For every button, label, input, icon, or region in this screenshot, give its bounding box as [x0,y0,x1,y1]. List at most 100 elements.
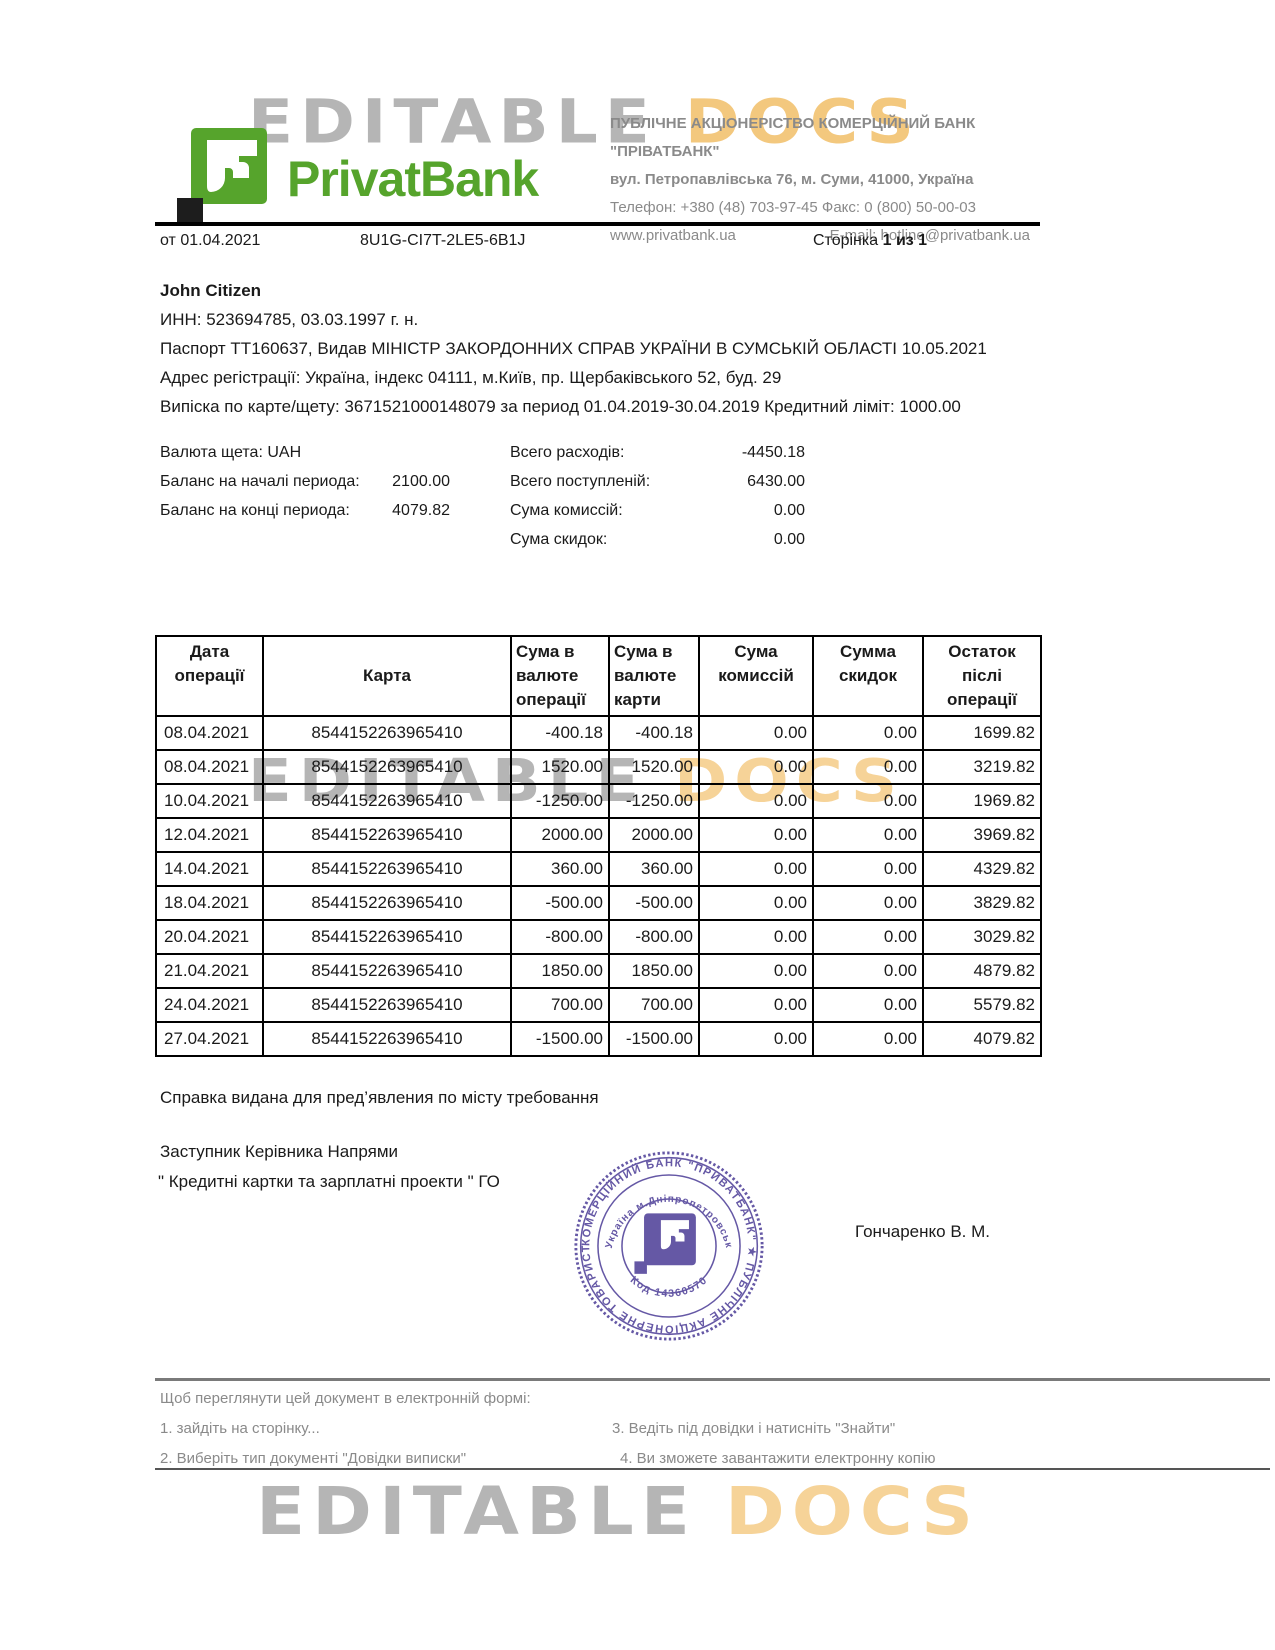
table-cell: 8544152263965410 [262,817,512,853]
table-cell: -500.00 [608,885,700,921]
table-cell: 0.00 [812,987,924,1023]
table-cell: 12.04.2021 [155,817,264,853]
table-cell: 0.00 [698,885,814,921]
table-cell: 8544152263965410 [262,1021,512,1057]
table-cell: 8544152263965410 [262,953,512,989]
svg-text:Код 14360570: Код 14360570 [628,1274,710,1300]
footer-step-2: 2. Виберіть тип документі "Довідки випис… [160,1450,467,1467]
watermark-word-docs: DOCS [724,1472,980,1550]
summary-label: Валюта щета: UAH [160,444,302,461]
statement-date: от 01.04.2021 [160,232,261,249]
summary-label: Сума скидок: [510,531,608,548]
table-cell: 27.04.2021 [155,1021,264,1057]
bank-contact-block: ПУБЛІЧНЕ АКЦІОНЕРІСТВО КОМЕРЦІЙНИЙ БАНК … [610,110,1050,250]
table-cell: 08.04.2021 [155,715,264,751]
table-cell: 1520.00 [510,749,610,785]
summary-row-income: Всего поступленій: 6430.00 [510,473,810,502]
summary-row-end-balance: Баланс на конці периода: 4079.82 [160,502,460,531]
table-cell: 0.00 [812,783,924,819]
table-cell: -500.00 [510,885,610,921]
summary-label: Всего расходів: [510,444,625,461]
table-cell: 3829.82 [922,885,1042,921]
page-indicator: Сторінка 1 из 1 [813,232,927,250]
table-cell: 4329.82 [922,851,1042,887]
table-cell: 3219.82 [922,749,1042,785]
summary-right-column: Всего расходів: -4450.18 Всего поступлен… [510,444,810,560]
summary-row-currency: Валюта щета: UAH [160,444,460,473]
table-cell: 0.00 [698,817,814,853]
table-cell: -1500.00 [608,1021,700,1057]
footer-bottom-divider [155,1468,1270,1470]
signatory-position-line1: Заступник Керівника Напрями [160,1142,399,1161]
table-cell: 1520.00 [608,749,700,785]
table-cell: 0.00 [698,783,814,819]
summary-row-discounts: Сума скидок: 0.00 [510,531,810,560]
table-cell: 0.00 [812,715,924,751]
table-row: 21.04.2021 8544152263965410 1850.00 1850.00… [155,953,1042,989]
table-row: 14.04.2021 8544152263965410 360.00 360.00 0.… [155,851,1042,887]
table-cell: 4079.82 [922,1021,1042,1057]
table-cell: 360.00 [608,851,700,887]
table-cell: 3029.82 [922,919,1042,955]
table-row: 10.04.2021 8544152263965410 -1250.00 -1250.… [155,783,1042,819]
privatbank-logo-icon [175,128,271,228]
summary-row-start-balance: Баланс на началі периода: 2100.00 [160,473,460,502]
customer-address: Адрес регістрації: Україна, індекс 04111… [160,368,782,387]
footer-heading: Щоб переглянути цей документ в електронн… [160,1390,531,1407]
document-id: 8U1G-CI7T-2LE5-6B1J [360,232,526,249]
table-cell: 0.00 [698,987,814,1023]
col-header-amount-card: Сума в валюте карти [608,635,700,717]
table-cell: 1850.00 [608,953,700,989]
table-cell: -1500.00 [510,1021,610,1057]
summary-value: 0.00 [773,531,805,548]
transactions-table: Дата операції Карта Сума в валюте операц… [155,635,1042,1057]
watermark-word-docs: DOCS [684,86,921,158]
watermark-word-editable: EDITABLE [248,86,657,158]
col-header-balance: Остаток післі операції [922,635,1042,717]
summary-value: 4079.82 [392,502,450,519]
table-cell: 0.00 [812,1021,924,1057]
table-cell: 4879.82 [922,953,1042,989]
summary-value: -4450.18 [741,444,805,461]
table-cell: 8544152263965410 [262,715,512,751]
table-cell: 8544152263965410 [262,885,512,921]
page-value: 1 из 1 [882,232,928,249]
summary-value: 2100.00 [392,473,450,490]
summary-label: Всего поступленій: [510,473,651,490]
customer-block: John Citizen ИНН: 523694785, 03.03.1997 … [160,276,1060,421]
col-header-date: Дата операції [155,635,264,717]
table-cell: 2000.00 [510,817,610,853]
summary-value: 6430.00 [747,473,805,490]
bank-stamp: КОМЕРЦІЙНИЙ БАНК "ПРИВАТБАНК" ★ ПУБЛІЧНЕ… [567,1141,765,1342]
privatbank-logo-glyph [177,128,267,224]
table-cell: -400.18 [510,715,610,751]
col-header-fee: Сума комиссій [698,635,814,717]
table-row: 08.04.2021 8544152263965410 1520.00 1520.00… [155,749,1042,785]
table-cell: 0.00 [812,817,924,853]
transactions-table-wrap: Дата операції Карта Сума в валюте операц… [155,635,1042,1057]
table-row: 18.04.2021 8544152263965410 -500.00 -500.00… [155,885,1042,921]
table-cell: 8544152263965410 [262,851,512,887]
table-row: 24.04.2021 8544152263965410 700.00 700.00 0.… [155,987,1042,1023]
table-row: 27.04.2021 8544152263965410 -1500.00 -1500.… [155,1021,1042,1057]
table-cell: 08.04.2021 [155,749,264,785]
table-cell: 2000.00 [608,817,700,853]
privatbank-logo-text: PrivatBank [287,151,539,207]
table-cell: 700.00 [608,987,700,1023]
table-cell: 0.00 [812,851,924,887]
table-cell: 0.00 [698,919,814,955]
summary-value: 0.00 [773,502,805,519]
table-cell: 0.00 [812,953,924,989]
table-cell: 0.00 [812,885,924,921]
summary-label: Сума комиссій: [510,502,623,519]
col-header-card: Карта [262,635,512,717]
table-cell: 1699.82 [922,715,1042,751]
table-row: 12.04.2021 8544152263965410 2000.00 2000.00… [155,817,1042,853]
table-cell: -800.00 [608,919,700,955]
summary-label: Баланс на конці периода: [160,502,350,519]
stamp-inner-bottom-text: Код 14360570 [628,1274,709,1300]
stamp-center-logo [634,1213,696,1274]
table-cell: 1850.00 [510,953,610,989]
bank-stamp-seal: КОМЕРЦІЙНИЙ БАНК "ПРИВАТБАНК" ★ ПУБЛІЧНЕ… [567,1141,764,1341]
